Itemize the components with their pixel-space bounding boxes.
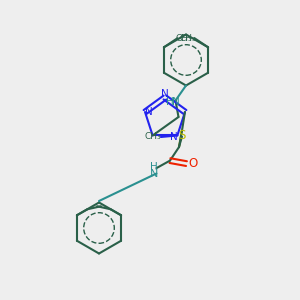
Text: S: S <box>178 129 186 142</box>
Text: H: H <box>166 97 174 107</box>
Text: N: N <box>161 89 169 99</box>
Text: N: N <box>172 97 180 107</box>
Text: CH₃: CH₃ <box>180 34 196 43</box>
Text: CH₃: CH₃ <box>144 133 161 142</box>
Text: N: N <box>150 169 158 178</box>
Text: N: N <box>145 107 152 117</box>
Text: CH₃: CH₃ <box>176 34 192 43</box>
Text: N: N <box>170 132 178 142</box>
Text: O: O <box>188 157 198 170</box>
Text: H: H <box>150 162 158 172</box>
